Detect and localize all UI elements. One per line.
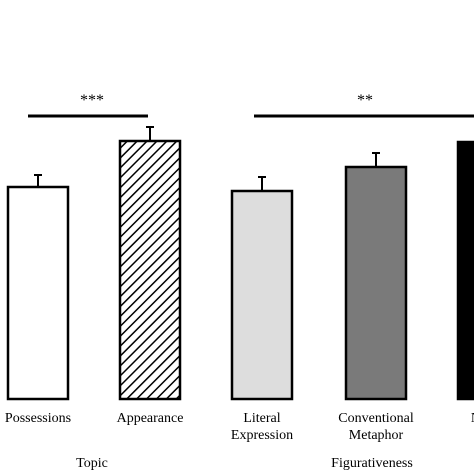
category-label: Possessions: [5, 411, 71, 426]
bar: [456, 140, 474, 401]
category-label: Expression: [231, 428, 293, 443]
bar: [344, 165, 408, 401]
group-label: Topic: [76, 456, 108, 471]
category-label: Metaphor: [349, 428, 404, 443]
significance-label: ***: [80, 92, 104, 109]
group-label: Figurativeness: [331, 456, 413, 471]
category-label: Literal: [243, 411, 280, 426]
category-label: Novel: [471, 411, 474, 426]
category-label: Conventional: [338, 411, 414, 426]
bar: [118, 139, 182, 401]
category-label: Appearance: [117, 411, 184, 426]
bar: [230, 189, 294, 401]
significance-label: **: [357, 92, 373, 109]
bar: [6, 185, 70, 401]
